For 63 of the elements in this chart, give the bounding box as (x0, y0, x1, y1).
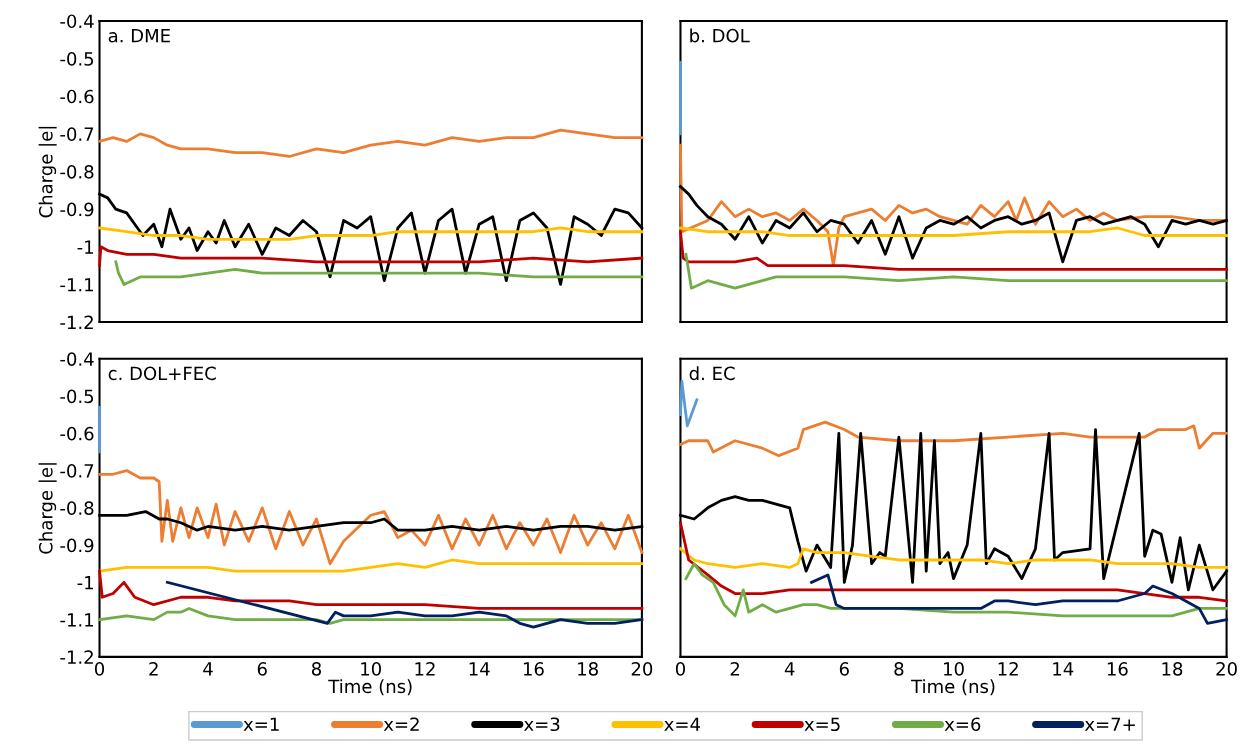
x-tick-label: 6 (839, 662, 849, 676)
x-tick-label: 14 (1053, 662, 1074, 676)
x-tick-label: 8 (311, 662, 321, 676)
y-tick-label: -1 (77, 240, 93, 254)
line-series (165, 580, 644, 629)
x-axis-title: Time (ns) (911, 679, 995, 696)
y-axis-title: Charge |e| (38, 463, 57, 554)
line-series (98, 558, 644, 573)
line-series (98, 569, 644, 610)
x-tick-label: 12 (415, 662, 435, 676)
x-tick-label: 20 (1216, 662, 1237, 676)
x-axis-title: Time (ns) (328, 679, 412, 696)
x-tick-label: 4 (203, 662, 213, 676)
line-series (98, 245, 644, 267)
y-axis-title: Charge |e| (38, 126, 57, 218)
legend-label: x=3 (524, 717, 560, 732)
y-tick-label: -0.7 (60, 464, 94, 478)
legend-label: x=7+ (1084, 717, 1135, 731)
x-tick-label: 0 (94, 662, 105, 676)
y-tick-label: -1 (77, 576, 93, 590)
chart-title: b. DOL (690, 28, 750, 43)
line-series (98, 226, 644, 241)
line-series (98, 469, 644, 566)
y-tick-label: -0.6 (60, 89, 94, 104)
y-tick-label: -0.4 (60, 14, 94, 29)
legend-label: x=5 (804, 717, 840, 732)
x-tick-label: 6 (257, 662, 267, 676)
x-tick-label: 10 (361, 662, 381, 676)
y-tick-label: -1.1 (60, 613, 93, 627)
x-tick-label: 16 (1107, 662, 1128, 676)
x-tick-label: 2 (149, 662, 158, 676)
y-tick-label: -0.8 (60, 164, 94, 179)
line-series (114, 260, 644, 286)
y-tick-label: -0.8 (60, 501, 94, 515)
y-tick-label: -0.7 (60, 127, 94, 141)
legend-label: x=6 (944, 717, 981, 732)
chart-title: c. DOL+FEC (108, 366, 216, 381)
x-tick-label: 20 (631, 662, 653, 676)
legend-label: x=1 (243, 717, 279, 731)
chart-title: d. EC (689, 366, 735, 381)
y-tick-label: -1.2 (60, 650, 93, 664)
y-tick-label: -1.2 (60, 315, 93, 329)
legend-label: x=4 (664, 717, 700, 731)
x-tick-label: 0 (675, 662, 686, 676)
y-tick-label: -1.1 (60, 278, 93, 292)
y-tick-label: -0.9 (60, 202, 94, 217)
line-series (98, 128, 644, 158)
x-tick-label: 2 (730, 662, 740, 676)
y-tick-label: -0.5 (60, 389, 94, 404)
y-tick-label: -0.5 (60, 52, 94, 66)
chart-title: a. DME (108, 29, 170, 43)
x-tick-label: 12 (998, 662, 1018, 676)
x-tick-label: 8 (894, 662, 904, 676)
x-tick-label: 10 (944, 662, 964, 676)
x-tick-label: 16 (523, 662, 544, 676)
x-tick-label: 18 (578, 662, 598, 676)
x-tick-label: 4 (784, 662, 795, 676)
y-tick-label: -0.9 (60, 538, 94, 553)
x-tick-label: 18 (1162, 662, 1183, 676)
x-tick-label: 14 (469, 662, 490, 676)
y-tick-label: -0.4 (60, 352, 94, 366)
legend-label: x=2 (383, 717, 419, 731)
y-tick-label: -0.6 (60, 426, 94, 441)
